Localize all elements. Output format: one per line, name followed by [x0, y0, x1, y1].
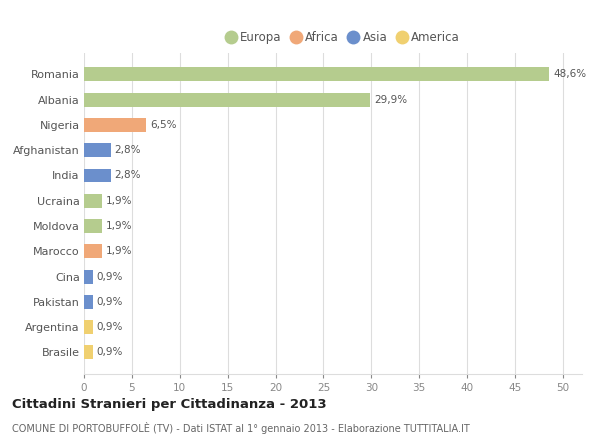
Bar [84, 320, 92, 334]
Bar [84, 118, 146, 132]
Text: 1,9%: 1,9% [106, 221, 133, 231]
Text: 0,9%: 0,9% [97, 297, 123, 307]
Text: Cittadini Stranieri per Cittadinanza - 2013: Cittadini Stranieri per Cittadinanza - 2… [12, 398, 326, 411]
Text: 2,8%: 2,8% [115, 145, 141, 155]
Bar [84, 194, 102, 208]
Bar [84, 143, 111, 157]
Text: 0,9%: 0,9% [97, 348, 123, 357]
Legend: Europa, Africa, Asia, America: Europa, Africa, Asia, America [221, 26, 464, 49]
Text: 0,9%: 0,9% [97, 271, 123, 282]
Text: 2,8%: 2,8% [115, 170, 141, 180]
Bar [84, 345, 92, 359]
Bar [84, 295, 92, 309]
Bar [84, 67, 550, 81]
Text: 48,6%: 48,6% [553, 70, 586, 79]
Bar [84, 270, 92, 283]
Bar [84, 93, 370, 106]
Text: 29,9%: 29,9% [374, 95, 407, 105]
Text: 0,9%: 0,9% [97, 322, 123, 332]
Text: 1,9%: 1,9% [106, 196, 133, 206]
Text: 6,5%: 6,5% [150, 120, 176, 130]
Text: 1,9%: 1,9% [106, 246, 133, 257]
Bar [84, 169, 111, 183]
Text: COMUNE DI PORTOBUFFOLÈ (TV) - Dati ISTAT al 1° gennaio 2013 - Elaborazione TUTTI: COMUNE DI PORTOBUFFOLÈ (TV) - Dati ISTAT… [12, 422, 470, 434]
Bar [84, 219, 102, 233]
Bar [84, 244, 102, 258]
